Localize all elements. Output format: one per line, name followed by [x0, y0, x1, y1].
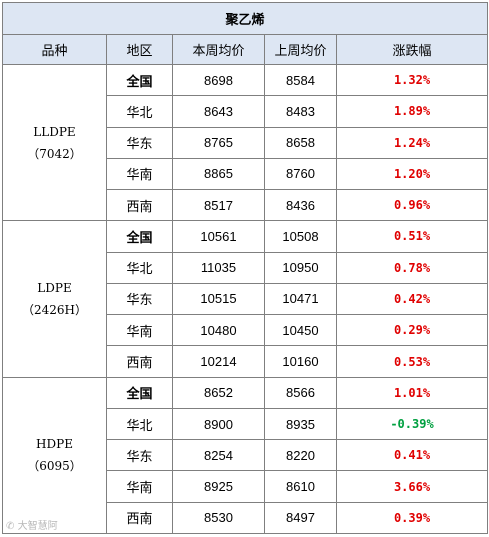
- this-week-price: 8254: [172, 439, 265, 472]
- last-week-price: 8584: [264, 63, 337, 97]
- table-row: 华北 11035 10950 0.78%: [3, 251, 489, 284]
- region-cell: 全国: [106, 220, 173, 253]
- watermark-text: 大智慧阿: [17, 521, 58, 532]
- watermark: ✆ 大智慧阿: [6, 517, 58, 532]
- change-percent: 0.42%: [335, 282, 489, 316]
- region-cell: 西南: [106, 189, 173, 222]
- last-week-price: 8658: [264, 126, 337, 159]
- table-row: 西南 10214 10160 0.53%: [3, 345, 489, 378]
- this-week-price: 8900: [172, 407, 265, 441]
- this-week-price: 8925: [172, 470, 265, 503]
- region-cell: 华北: [106, 251, 173, 284]
- region-cell: 全国: [106, 63, 173, 97]
- change-percent: 1.01%: [335, 376, 489, 409]
- last-week-price: 8935: [264, 407, 337, 441]
- header-region: 地区: [106, 34, 173, 65]
- this-week-price: 8652: [172, 376, 265, 409]
- region-cell: 西南: [106, 345, 173, 378]
- watermark-icon: ✆: [6, 521, 15, 532]
- region-cell: 华南: [106, 314, 173, 347]
- change-percent: 0.51%: [335, 220, 489, 253]
- this-week-price: 8530: [172, 501, 265, 535]
- last-week-price: 8566: [264, 376, 337, 409]
- this-week-price: 8865: [172, 157, 265, 191]
- region-cell: 全国: [106, 376, 173, 409]
- table-row: 西南 8517 8436 0.96%: [3, 189, 489, 222]
- change-percent: 1.89%: [335, 95, 489, 128]
- header-this-week: 本周均价: [172, 34, 265, 65]
- table-body: LLDPE （7042） 全国 8698 8584 1.32% 华北 8643 8483 1.89…: [2, 63, 489, 535]
- region-cell: 西南: [106, 501, 173, 535]
- table-title: 聚乙烯: [1, 2, 489, 35]
- last-week-price: 8483: [264, 95, 337, 128]
- table-row: 华北 8643 8483 1.89%: [3, 95, 489, 128]
- product-name: LLDPE: [33, 124, 76, 139]
- table-row: LLDPE （7042） 全国 8698 8584 1.32%: [2, 63, 489, 222]
- this-week-price: 10561: [172, 220, 265, 253]
- table-row: 华东 10515 10471 0.42%: [3, 282, 489, 316]
- region-cell: 华北: [106, 95, 173, 128]
- change-percent: 0.41%: [335, 439, 489, 472]
- last-week-price: 10471: [264, 282, 337, 316]
- this-week-price: 8517: [172, 189, 265, 222]
- table-row: 华南 8925 8610 3.66%: [3, 470, 489, 503]
- header-product: 品种: [2, 34, 107, 65]
- header-last-week: 上周均价: [264, 34, 337, 65]
- last-week-price: 8497: [264, 501, 337, 535]
- change-percent: 3.66%: [335, 470, 489, 503]
- last-week-price: 10450: [264, 314, 337, 347]
- this-week-price: 8698: [172, 63, 265, 97]
- product-cell: LDPE （2426H）: [2, 220, 107, 378]
- this-week-price: 10214: [172, 345, 265, 378]
- region-cell: 华东: [106, 126, 173, 159]
- change-percent: -0.39%: [335, 407, 489, 441]
- last-week-price: 10508: [264, 220, 337, 253]
- product-code: （2426H）: [21, 302, 87, 317]
- change-percent: 0.29%: [335, 314, 489, 347]
- last-week-price: 10950: [264, 251, 337, 284]
- change-percent: 0.53%: [335, 345, 489, 378]
- product-cell: LLDPE （7042）: [2, 63, 107, 222]
- change-percent: 0.39%: [335, 501, 489, 535]
- table-row: HDPE （6095） 全国 8652 8566 1.01%: [2, 376, 489, 535]
- this-week-price: 10480: [172, 314, 265, 347]
- this-week-price: 11035: [172, 251, 265, 284]
- change-percent: 0.96%: [335, 189, 489, 222]
- this-week-price: 10515: [172, 282, 265, 316]
- region-cell: 华南: [106, 470, 173, 503]
- product-name: LDPE: [37, 280, 72, 295]
- product-code: （6095）: [27, 459, 82, 474]
- table-row: 华南 10480 10450 0.29%: [3, 314, 489, 347]
- region-cell: 华东: [106, 282, 173, 316]
- table-row: 华东 8765 8658 1.24%: [3, 126, 489, 159]
- table-row: LDPE （2426H） 全国 10561 10508 0.51%: [2, 220, 489, 378]
- last-week-price: 8760: [264, 157, 337, 191]
- change-percent: 0.78%: [335, 251, 489, 284]
- this-week-price: 8643: [172, 95, 265, 128]
- last-week-price: 10160: [264, 345, 337, 378]
- this-week-price: 8765: [172, 126, 265, 159]
- product-cell: HDPE （6095）: [2, 376, 107, 535]
- region-cell: 华东: [106, 439, 173, 472]
- product-code: （7042）: [27, 146, 82, 161]
- change-percent: 1.20%: [335, 157, 489, 191]
- last-week-price: 8220: [264, 439, 337, 472]
- change-percent: 1.24%: [335, 126, 489, 159]
- last-week-price: 8436: [264, 189, 337, 222]
- product-name: HDPE: [36, 437, 73, 452]
- region-cell: 华南: [106, 157, 173, 191]
- region-cell: 华北: [106, 407, 173, 441]
- table-row: 西南 8530 8497 0.39%: [3, 501, 489, 535]
- header-change: 涨跌幅: [335, 34, 489, 65]
- change-percent: 1.32%: [335, 63, 489, 97]
- table-row: 华南 8865 8760 1.20%: [3, 157, 489, 191]
- last-week-price: 8610: [264, 470, 337, 503]
